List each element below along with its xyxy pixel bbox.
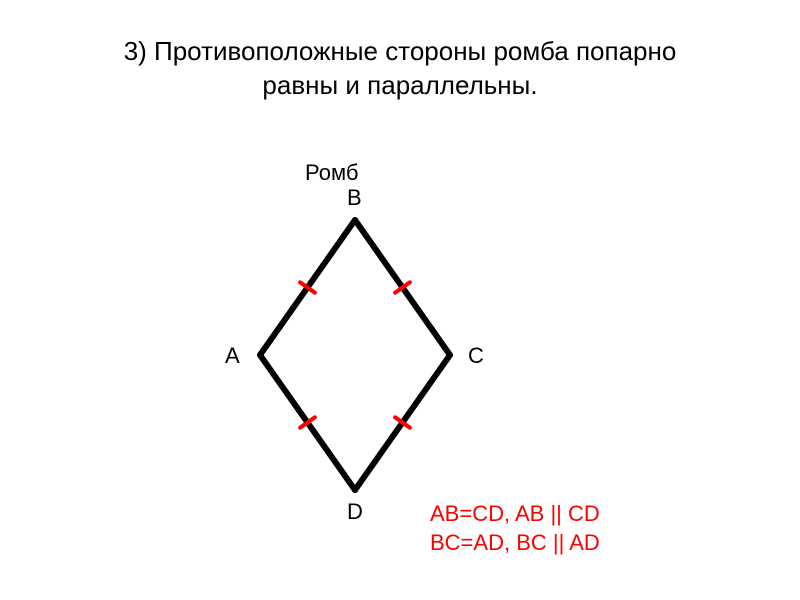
equation-line-1: AB=CD, AB || CD: [430, 501, 600, 526]
vertex-b-label: B: [347, 185, 362, 211]
vertex-d-label: D: [347, 499, 363, 525]
vertex-a-label: A: [225, 343, 240, 369]
vertex-c-label: C: [468, 343, 484, 369]
rhombus-diagram: [0, 0, 800, 600]
equation-line-2: BC=AD, BC || AD: [430, 530, 600, 555]
equations-block: AB=CD, AB || CD BC=AD, BC || AD: [430, 500, 600, 557]
